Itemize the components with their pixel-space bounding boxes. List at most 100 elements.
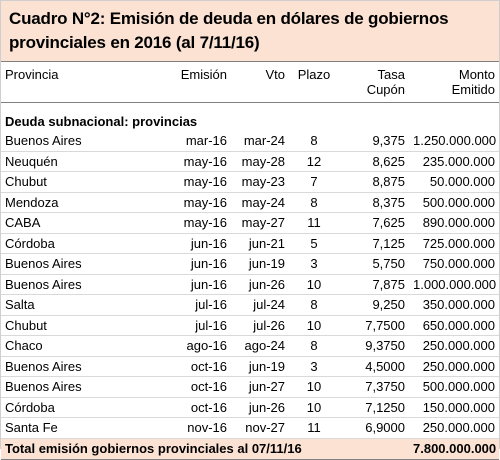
cell-vto: ago-24 [231, 335, 289, 357]
cell-plazo: 10 [289, 315, 339, 336]
cell-tasa: 9,375 [339, 131, 409, 152]
table-row: Buenos Aires jun-16 jun-19 3 5,750 750.000.00… [1, 253, 499, 275]
header-tasa-line2: Cupón [366, 82, 405, 97]
cell-plazo: 10 [289, 397, 339, 418]
cell-monto: 725.000.000 [409, 233, 499, 254]
cell-provincia: Neuquén [1, 151, 151, 172]
cell-tasa: 7,7500 [339, 315, 409, 336]
table-row: Chubut may-16 may-23 7 8,875 50.000.000 [1, 171, 499, 193]
cell-provincia: Chaco [1, 335, 151, 357]
cell-provincia: Córdoba [1, 233, 151, 254]
cell-plazo: 10 [289, 274, 339, 295]
table-row: Santa Fe nov-16 nov-27 11 6,9000 250.000.000 [1, 417, 499, 439]
header-monto-line1: Monto [458, 67, 495, 82]
cell-provincia: Chubut [1, 315, 151, 336]
table-row: Córdoba jun-16 jun-21 5 7,125 725.000.000 [1, 233, 499, 254]
cell-plazo: 12 [289, 151, 339, 172]
cell-emision: jul-16 [151, 315, 231, 336]
cell-plazo: 8 [289, 131, 339, 152]
table-body: Deuda subnacional: provincias Buenos Air… [1, 102, 499, 460]
debt-table: Provincia Emisión Vto Plazo Tasa Monto C… [1, 62, 499, 460]
cell-emision: jun-16 [151, 253, 231, 275]
cell-tasa: 4,5000 [339, 356, 409, 377]
cell-tasa: 6,9000 [339, 417, 409, 439]
cell-vto: may-23 [231, 171, 289, 193]
cell-emision: mar-16 [151, 131, 231, 152]
header-plazo: Plazo [297, 67, 331, 82]
table-row: Chubut jul-16 jul-26 10 7,7500 650.000.000 [1, 315, 499, 336]
cell-provincia: Chubut [1, 171, 151, 193]
cell-tasa: 7,1250 [339, 397, 409, 418]
cell-monto: 50.000.000 [409, 171, 499, 193]
cell-provincia: Mendoza [1, 192, 151, 213]
cell-monto: 235.000.000 [409, 151, 499, 172]
title-line-1: Cuadro N°2: Emisión de deuda en dólares … [9, 9, 449, 28]
table-row: Buenos Aires mar-16 mar-24 8 9,375 1.250.000.… [1, 131, 499, 152]
cell-tasa: 8,875 [339, 171, 409, 193]
cell-emision: oct-16 [151, 397, 231, 418]
cell-monto: 250.000.000 [409, 356, 499, 377]
cell-emision: nov-16 [151, 417, 231, 439]
cell-vto: jun-27 [231, 376, 289, 398]
cell-vto: jun-19 [231, 253, 289, 275]
cell-vto: mar-24 [231, 131, 289, 152]
table-row: Mendoza may-16 may-24 8 8,375 500.000.000 [1, 192, 499, 213]
cell-tasa: 5,750 [339, 253, 409, 275]
cell-monto: 500.000.000 [409, 376, 499, 398]
cell-emision: may-16 [151, 171, 231, 193]
cell-monto: 250.000.000 [409, 335, 499, 357]
cell-plazo: 8 [289, 294, 339, 316]
table-row: Chaco ago-16 ago-24 8 9,3750 250.000.000 [1, 335, 499, 357]
cell-emision: jun-16 [151, 233, 231, 254]
cell-monto: 750.000.000 [409, 253, 499, 275]
cell-provincia: Buenos Aires [1, 376, 151, 398]
cell-monto: 250.000.000 [409, 417, 499, 439]
cell-plazo: 8 [289, 335, 339, 357]
header-emision: Emisión [180, 67, 227, 82]
cell-monto: 890.000.000 [409, 212, 499, 234]
table-row: Córdoba oct-16 jun-26 10 7,1250 150.000.000 [1, 397, 499, 418]
cell-vto: jun-21 [231, 233, 289, 254]
cell-vto: jun-26 [231, 397, 289, 418]
header-monto-line2: Emitido [451, 82, 495, 97]
cell-tasa: 9,3750 [339, 335, 409, 357]
cell-monto: 650.000.000 [409, 315, 499, 336]
cell-emision: oct-16 [151, 356, 231, 377]
cell-provincia: Buenos Aires [1, 131, 151, 152]
cell-tasa: 8,625 [339, 151, 409, 172]
cell-vto: jun-26 [231, 274, 289, 295]
header-tasa-line1: Tasa [377, 67, 405, 82]
header-vto: Vto [265, 67, 285, 82]
cell-vto: may-24 [231, 192, 289, 213]
cell-emision: ago-16 [151, 335, 231, 357]
header-row-2: Cupón Emitido [1, 82, 499, 103]
cell-vto: jun-19 [231, 356, 289, 377]
cell-plazo: 10 [289, 376, 339, 398]
cell-provincia: Santa Fe [1, 417, 151, 439]
cell-emision: jun-16 [151, 274, 231, 295]
header-row-1: Provincia Emisión Vto Plazo Tasa Monto [1, 62, 499, 82]
cell-monto: 350.000.000 [409, 294, 499, 316]
cell-provincia: Córdoba [1, 397, 151, 418]
table-row: Buenos Aires jun-16 jun-26 10 7,875 1.000.000… [1, 274, 499, 295]
cell-provincia: CABA [1, 212, 151, 234]
table-row: Salta jul-16 jul-24 8 9,250 350.000.000 [1, 294, 499, 316]
cell-vto: may-27 [231, 212, 289, 234]
cell-plazo: 11 [289, 212, 339, 234]
cell-tasa: 7,625 [339, 212, 409, 234]
cell-emision: may-16 [151, 192, 231, 213]
cell-provincia: Buenos Aires [1, 253, 151, 275]
cell-plazo: 3 [289, 356, 339, 377]
cell-tasa: 7,3750 [339, 376, 409, 398]
section-label: Deuda subnacional: provincias [5, 114, 198, 129]
cell-plazo: 3 [289, 253, 339, 275]
cell-plazo: 8 [289, 192, 339, 213]
cell-provincia: Buenos Aires [1, 274, 151, 295]
table-row: Neuquén may-16 may-28 12 8,625 235.000.000 [1, 151, 499, 172]
title-line-2: provinciales en 2016 (al 7/11/16) [9, 33, 260, 52]
table-row: Buenos Aires oct-16 jun-19 3 4,5000 250.000.0… [1, 356, 499, 377]
cell-provincia: Buenos Aires [1, 356, 151, 377]
header-provincia: Provincia [5, 67, 59, 82]
cell-vto: jul-26 [231, 315, 289, 336]
cell-monto: 1.250.000.000 [409, 131, 499, 152]
